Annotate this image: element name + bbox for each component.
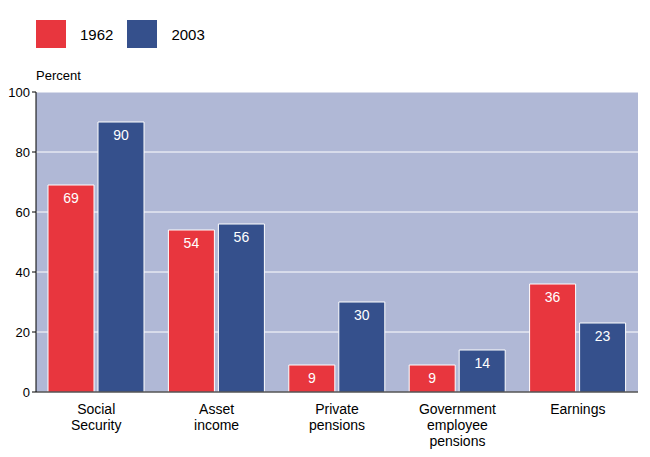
svg-text:14: 14 [474, 355, 490, 371]
svg-text:Privatepensions: Privatepensions [309, 401, 365, 433]
svg-text:30: 30 [354, 307, 370, 323]
html-text:Percent: Percent [36, 68, 81, 83]
svg-text:20: 20 [16, 325, 30, 340]
svg-text:Earnings: Earnings [550, 401, 605, 417]
svg-text:36: 36 [545, 289, 561, 305]
svg-text:23: 23 [595, 328, 611, 344]
svg-text:100: 100 [8, 85, 30, 100]
svg-text:90: 90 [113, 127, 129, 143]
svg-text:40: 40 [16, 265, 30, 280]
svg-text:56: 56 [234, 229, 250, 245]
svg-text:Assetincome: Assetincome [194, 401, 239, 433]
svg-text:54: 54 [184, 235, 200, 251]
svg-text:SocialSecurity: SocialSecurity [71, 401, 122, 433]
svg-text:60: 60 [16, 205, 30, 220]
svg-text:0: 0 [23, 385, 30, 400]
svg-text:9: 9 [308, 370, 316, 386]
svg-text:69: 69 [63, 190, 79, 206]
html-text:2003: 2003 [171, 25, 205, 43]
svg-text:Governmentemployeepensions: Governmentemployeepensions [419, 401, 496, 449]
svg-text:80: 80 [16, 145, 30, 160]
html-text:1962: 1962 [80, 25, 114, 43]
svg-text:9: 9 [428, 370, 436, 386]
